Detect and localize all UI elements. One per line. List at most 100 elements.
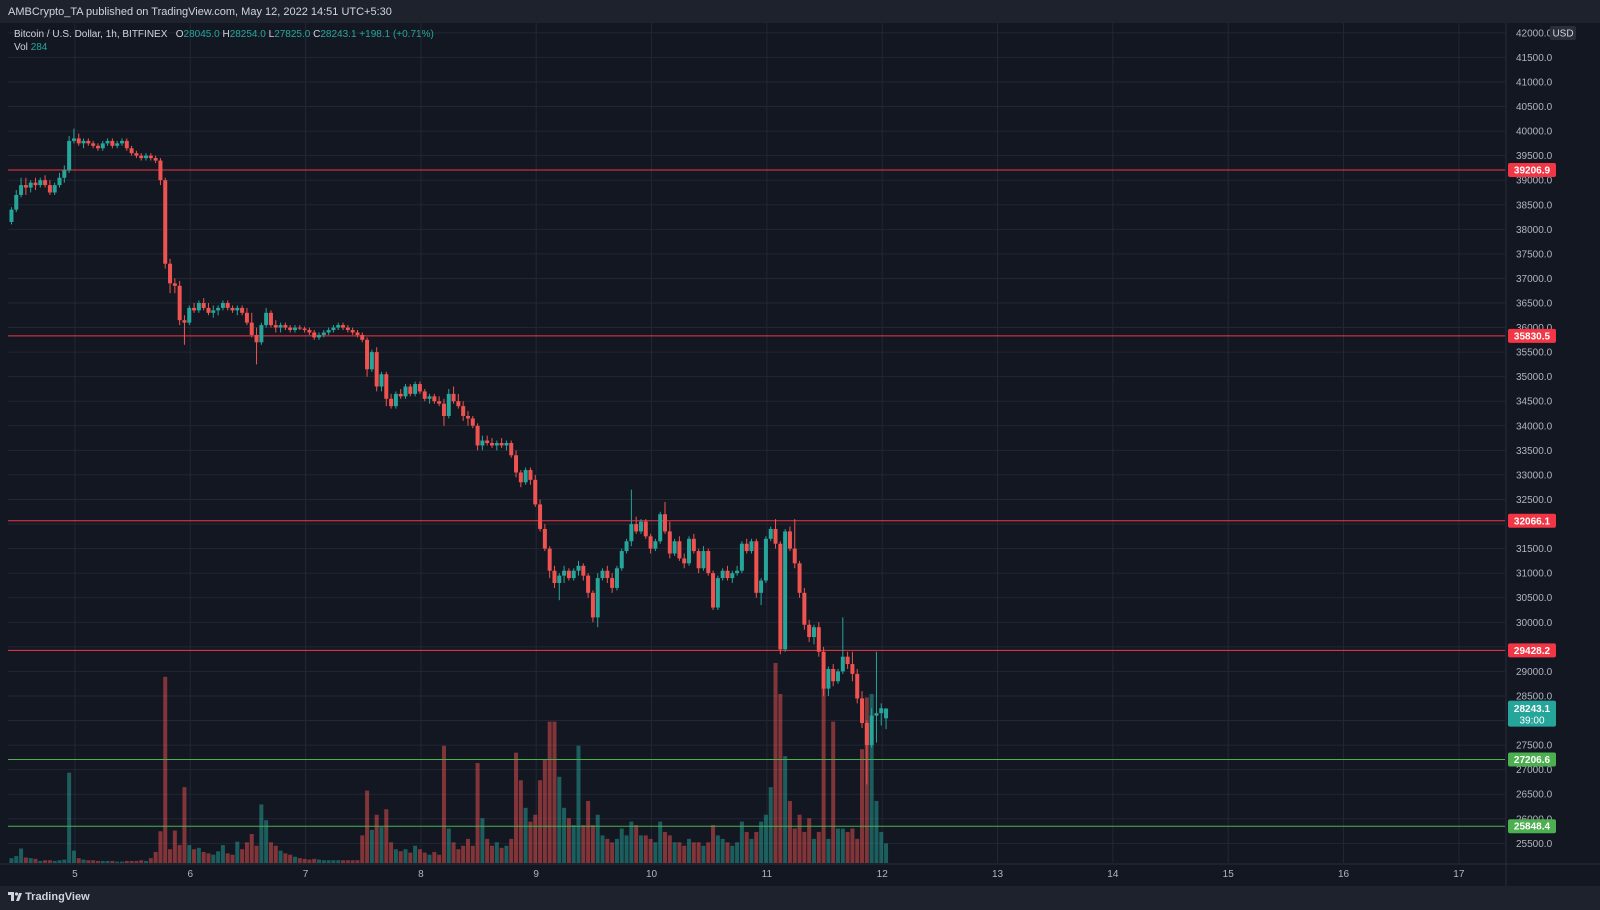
candle-body: [254, 334, 259, 343]
candle-body: [312, 332, 317, 338]
y-tick-label: 33500.0: [1516, 446, 1553, 457]
volume-bar: [816, 831, 821, 863]
candle-body: [389, 398, 394, 407]
candle-body: [763, 538, 768, 581]
volume-bar: [711, 825, 716, 863]
y-tick-label: 27500.0: [1516, 741, 1553, 752]
volume-bar: [715, 835, 720, 863]
volume-bar: [821, 683, 826, 863]
candle-body: [129, 148, 134, 154]
y-tick-label: 41500.0: [1516, 53, 1553, 64]
volume-bar: [336, 860, 341, 863]
volume-bar: [653, 842, 658, 863]
volume-bar: [288, 854, 293, 863]
legend-low-label: L: [268, 29, 275, 40]
volume-bar: [23, 857, 28, 863]
volume-bar: [725, 842, 730, 863]
y-tick-label: 40000.0: [1516, 127, 1553, 138]
candle-body: [369, 352, 374, 370]
candle-body: [28, 182, 33, 188]
candle-body: [648, 536, 653, 549]
candle-body: [773, 528, 778, 544]
candle-body: [884, 708, 889, 719]
y-tick-label: 42000.0: [1516, 28, 1553, 39]
volume-bar: [826, 838, 831, 863]
candle-body: [768, 528, 773, 539]
candle-body: [393, 393, 398, 407]
volume-bar: [292, 856, 297, 863]
volume-bar: [47, 860, 52, 863]
y-tick-label: 40500.0: [1516, 102, 1553, 113]
volume-bar: [600, 835, 605, 863]
volume-bar: [144, 860, 149, 863]
candle-body: [374, 352, 379, 387]
y-tick-label: 36500.0: [1516, 299, 1553, 310]
candle-body: [182, 320, 187, 323]
candle-body: [610, 578, 615, 588]
legend-line-1: Bitcoin / U.S. Dollar, 1h, BITFINEX O280…: [14, 28, 434, 41]
y-tick-label: 35000.0: [1516, 372, 1553, 383]
y-tick-label: 34000.0: [1516, 421, 1553, 432]
volume-bar: [76, 858, 81, 863]
resistance-level-tag: [1508, 328, 1556, 343]
volume-bar: [831, 721, 836, 863]
y-tick-label: 37000.0: [1516, 274, 1553, 285]
volume-bar: [658, 821, 663, 863]
x-tick-label: 14: [1107, 869, 1119, 880]
candle-body: [682, 558, 687, 564]
volume-bar: [840, 828, 845, 863]
volume-bar: [9, 858, 14, 863]
volume-bar: [461, 845, 466, 863]
volume-bar: [273, 845, 278, 863]
volume-bar: [768, 787, 773, 863]
volume-bar: [384, 809, 389, 863]
candle-body: [600, 570, 605, 579]
candle-body: [341, 325, 346, 328]
price-chart[interactable]: 25500.026000.026500.027000.027500.028000…: [0, 23, 1600, 886]
candle-body: [437, 401, 442, 404]
candle-body: [187, 307, 192, 323]
volume-bar: [696, 842, 701, 863]
last-price-label: 28243.1: [1514, 704, 1551, 715]
volume-bar: [302, 858, 307, 863]
candle-body: [461, 406, 466, 416]
volume-bar: [71, 850, 76, 863]
publisher-line: AMBCrypto_TA published on TradingView.co…: [8, 6, 392, 18]
candle-body: [759, 580, 764, 593]
legend-change: +198.1 (+0.71%): [359, 29, 434, 40]
volume-bar: [706, 842, 711, 863]
volume-bar: [244, 842, 249, 863]
volume-bar: [441, 745, 446, 863]
candle-body: [677, 541, 682, 559]
y-tick-label: 41000.0: [1516, 77, 1553, 88]
volume-bar: [408, 852, 413, 863]
candle-body: [725, 570, 730, 579]
candle-body: [509, 443, 514, 456]
candle-body: [691, 538, 696, 552]
candle-body: [735, 570, 740, 574]
candle-body: [701, 551, 706, 569]
candle-body: [715, 578, 720, 608]
volume-bar: [754, 831, 759, 863]
volume-bar: [163, 676, 168, 863]
legend-open-label: O: [175, 29, 184, 40]
candle-body: [403, 386, 408, 397]
volume-bar: [427, 854, 432, 863]
candle-body: [192, 307, 197, 311]
candle-body: [244, 312, 249, 323]
tradingview-logo[interactable]: TradingView: [8, 891, 90, 903]
volume-bar: [259, 804, 264, 863]
candle-body: [552, 570, 557, 583]
volume-bar: [677, 842, 682, 863]
y-tick-label: 35500.0: [1516, 348, 1553, 359]
candle-body: [331, 327, 336, 331]
volume-bar: [307, 859, 312, 863]
candle-body: [836, 671, 841, 682]
candle-body: [427, 396, 432, 399]
volume-bar: [240, 849, 245, 863]
volume-bar: [739, 821, 744, 863]
candle-body: [845, 656, 850, 665]
volume-bar: [134, 860, 139, 863]
legend-line-2: Vol 284: [14, 41, 434, 54]
volume-bar: [610, 842, 615, 863]
